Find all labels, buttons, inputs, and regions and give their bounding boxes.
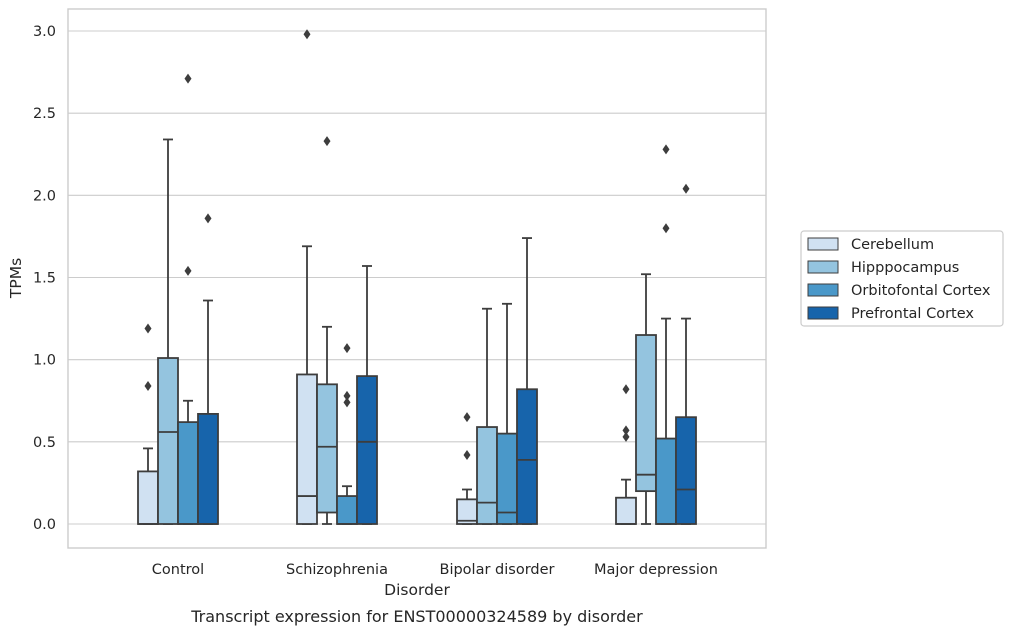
y-tick-label: 0.0	[33, 517, 56, 533]
box	[316, 136, 338, 525]
legend-swatch	[807, 306, 839, 320]
y-tick-label: 0.5	[33, 435, 56, 451]
box-iqr	[655, 437, 677, 525]
box	[456, 412, 478, 525]
box-iqr	[496, 432, 518, 525]
outlier-point	[463, 412, 471, 423]
outlier-point	[204, 213, 212, 224]
chart-caption: Transcript expression for ENST0000032458…	[190, 607, 643, 626]
outlier-point	[343, 343, 351, 354]
y-tick-label: 1.5	[33, 271, 56, 287]
outlier-point	[622, 425, 630, 436]
box	[476, 307, 498, 525]
box-groups	[137, 29, 697, 525]
x-axis-ticks: Control Schizophrenia Bipolar disorder Majo…	[152, 562, 718, 578]
box-iqr	[635, 334, 657, 493]
legend-label: Hipppocampus	[851, 260, 959, 276]
legend-item: Prefrontal Cortex	[807, 306, 974, 322]
legend-label: Prefrontal Cortex	[851, 306, 974, 322]
y-axis-label: TPMs	[7, 258, 25, 299]
box	[296, 29, 318, 525]
box-iqr	[356, 375, 378, 525]
box	[336, 343, 358, 525]
outlier-point	[662, 223, 670, 234]
box	[655, 144, 677, 525]
box-iqr	[516, 388, 538, 525]
legend-item: Cerebellum	[807, 237, 934, 253]
outlier-point	[144, 380, 152, 391]
outlier-point	[184, 73, 192, 84]
box-iqr	[316, 383, 338, 514]
legend-frame	[800, 230, 1004, 327]
legend-swatch	[807, 237, 839, 251]
outlier-point	[622, 384, 630, 395]
box	[197, 213, 219, 525]
legend-swatch	[807, 260, 839, 274]
x-tick-label: Schizophrenia	[286, 562, 388, 578]
box-iqr	[615, 496, 637, 525]
y-tick-label: 1.0	[33, 353, 56, 369]
outlier-point	[662, 144, 670, 155]
box	[516, 237, 538, 525]
y-tick-label: 2.0	[33, 188, 56, 204]
box-iqr	[137, 470, 159, 525]
outlier-point	[682, 183, 690, 194]
box-iqr	[157, 357, 179, 525]
legend-item: Hipppocampus	[807, 260, 959, 276]
box-iqr	[675, 416, 697, 525]
x-tick-label: Control	[152, 562, 204, 578]
legend: Cerebellum Hipppocampus Orbitofontal Corte…	[800, 230, 1004, 327]
plot-frame	[67, 8, 767, 549]
x-tick-label: Bipolar disorder	[440, 562, 555, 578]
y-tick-label: 3.0	[33, 24, 56, 40]
outlier-point	[622, 431, 630, 442]
box-iqr	[296, 373, 318, 525]
box	[635, 273, 657, 525]
y-axis-ticks: 0.0 0.5 1.0 1.5 2.0 2.5 3.0	[33, 24, 56, 533]
box-iqr	[177, 421, 199, 525]
box	[496, 302, 518, 525]
y-tick-label: 2.5	[33, 106, 56, 122]
outlier-point	[323, 136, 331, 147]
outlier-point	[463, 449, 471, 460]
box-iqr	[336, 495, 358, 525]
box	[615, 384, 637, 525]
legend-label: Orbitofontal Cortex	[851, 283, 991, 299]
outlier-point	[144, 323, 152, 334]
legend-label: Cerebellum	[851, 237, 934, 253]
outlier-point	[184, 265, 192, 276]
outlier-point	[343, 390, 351, 401]
box-iqr	[197, 412, 219, 525]
box	[356, 265, 378, 525]
x-axis-label: Disorder	[384, 581, 450, 599]
box-iqr	[476, 426, 498, 525]
legend-swatch	[807, 283, 839, 297]
box	[675, 183, 697, 525]
outlier-point	[303, 29, 311, 40]
outlier-point	[343, 397, 351, 408]
x-tick-label: Major depression	[594, 562, 718, 578]
box	[137, 323, 159, 525]
legend-item: Orbitofontal Cortex	[807, 283, 991, 299]
